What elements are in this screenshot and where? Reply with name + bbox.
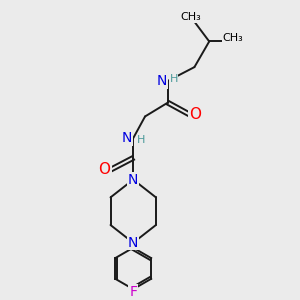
Text: N: N bbox=[128, 236, 138, 250]
Text: O: O bbox=[99, 162, 111, 177]
Text: N: N bbox=[122, 131, 133, 145]
Text: H: H bbox=[169, 74, 178, 84]
Text: N: N bbox=[157, 74, 167, 88]
Text: F: F bbox=[129, 285, 137, 299]
Text: CH₃: CH₃ bbox=[180, 12, 201, 22]
Text: O: O bbox=[189, 107, 201, 122]
Text: H: H bbox=[137, 135, 145, 145]
Text: CH₃: CH₃ bbox=[223, 34, 243, 44]
Text: N: N bbox=[128, 172, 138, 187]
